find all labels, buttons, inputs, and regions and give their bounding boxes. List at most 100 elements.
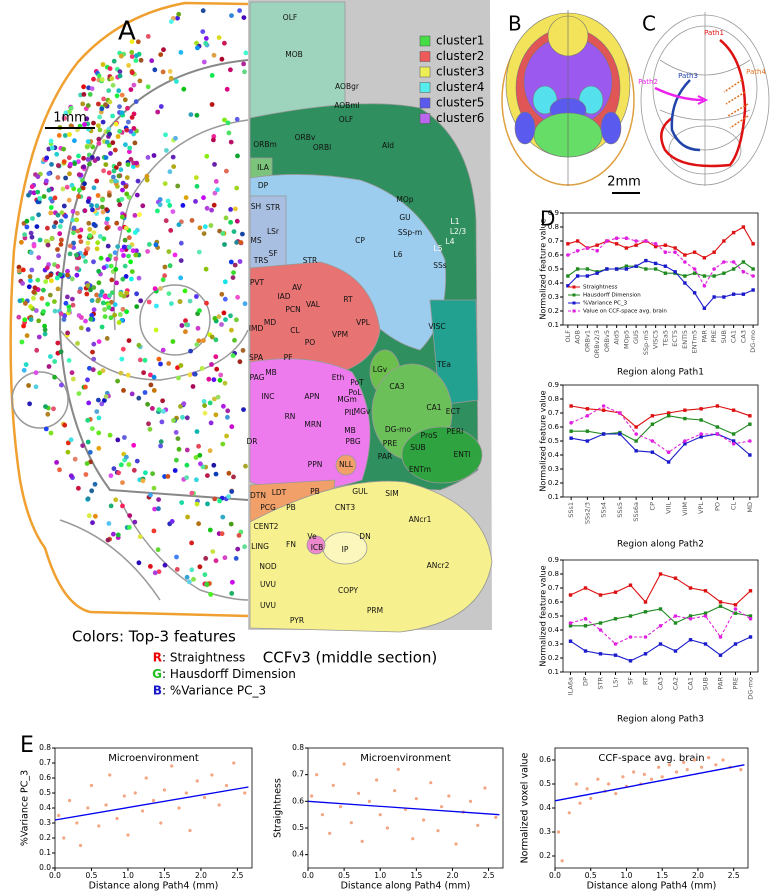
neuron-dot [28,250,34,256]
neuron-dot [211,137,216,143]
data-point [722,295,726,299]
neuron-dot [71,240,76,246]
neuron-dot [220,514,226,520]
data-point [115,816,119,821]
x-tick-label: VIIM [681,502,689,516]
data-point [601,408,606,412]
neuron-dot [81,84,86,90]
neuron-dot [124,191,130,197]
neuron-dot [223,215,229,221]
neuron-dot [87,233,93,239]
neuron-dot [120,346,126,352]
x-tick-label: ECT5 [671,330,679,347]
x-tick-label: LSr [612,677,620,688]
neuron-dot [140,478,146,484]
neuron-dot [126,462,132,467]
data-point [667,763,671,767]
neuron-dot [233,206,238,212]
neuron-dot [206,376,212,382]
neuron-dot [123,225,129,231]
data-point [360,839,364,843]
x-tick-label: 2.0 [446,871,458,880]
neuron-dot [158,443,164,449]
data-point [658,607,663,611]
data-point [613,653,618,657]
neuron-dot [231,474,236,480]
neuron-dot [211,52,217,58]
neuron-dot [228,67,233,73]
neuron-dot [118,53,124,59]
neuron-dot [31,295,36,301]
neuron-dot [189,540,195,546]
neuron-dot [201,338,206,343]
neuron-dot [84,144,90,150]
data-point [653,261,658,266]
data-point [739,768,743,772]
data-point [468,799,473,803]
neuron-dot [222,380,228,386]
neuron-dot [89,313,95,318]
data-point [483,786,487,790]
neuron-dot [76,485,81,491]
y-tick-label: 0.2 [39,833,51,842]
neuron-dot [77,289,82,295]
neuron-dot [96,339,102,344]
data-point [393,789,397,793]
plot-frame [54,747,253,869]
data-point [688,638,693,642]
x-tick-label: 2.0 [692,871,704,880]
neuron-dot [174,457,179,463]
neuron-dot [242,301,248,307]
region-label: L5 [434,244,443,253]
neuron-dots [16,8,249,597]
region-label: VISC [428,322,445,331]
neuron-dot [117,104,122,109]
neuron-dot [116,173,122,179]
neuron-dot [171,164,177,170]
neuron-dot [68,473,74,479]
neuron-dot [120,187,125,193]
data-point [429,781,433,785]
neuron-dot [104,225,110,231]
x-tick-label: MOp5 [622,330,630,349]
neuron-dot [162,273,168,279]
data-point [184,791,188,795]
neuron-dot [91,230,97,236]
x-tick-label: OLF [564,330,572,343]
neuron-dot [55,264,61,269]
neuron-dot [45,411,51,417]
neuron-dot [57,467,62,473]
neuron-dot [85,377,90,383]
neuron-dot [94,203,100,209]
neuron-dot [42,323,47,329]
neuron-dot [87,92,93,97]
data-point [650,439,655,443]
path-label: Path2 [638,78,658,86]
data-point [556,830,561,834]
neuron-dot [208,420,214,426]
data-point [624,264,629,268]
y-tick-label: 0.7 [548,409,559,417]
data-point [585,407,590,411]
x-tick-label: GU5 [632,330,640,344]
neuron-dot [126,253,131,259]
legend-swatch [419,82,431,93]
neuron-dot [168,75,174,81]
neuron-dot [52,299,57,304]
legend-key: R [153,651,162,665]
neuron-dot [96,415,102,421]
neuron-dot [160,398,166,404]
data-point [78,843,83,848]
neuron-dot [222,555,228,561]
data-point [108,773,112,777]
neuron-dot [193,455,199,460]
neuron-dot [137,78,143,84]
plot-frame [554,747,749,869]
neuron-dot [96,141,102,146]
region-label: AId [382,141,394,150]
neuron-dot [88,316,94,322]
neuron-dot [196,521,202,527]
region-label: CP [355,236,365,245]
region-label: STR [303,256,318,265]
series-line [567,237,754,287]
